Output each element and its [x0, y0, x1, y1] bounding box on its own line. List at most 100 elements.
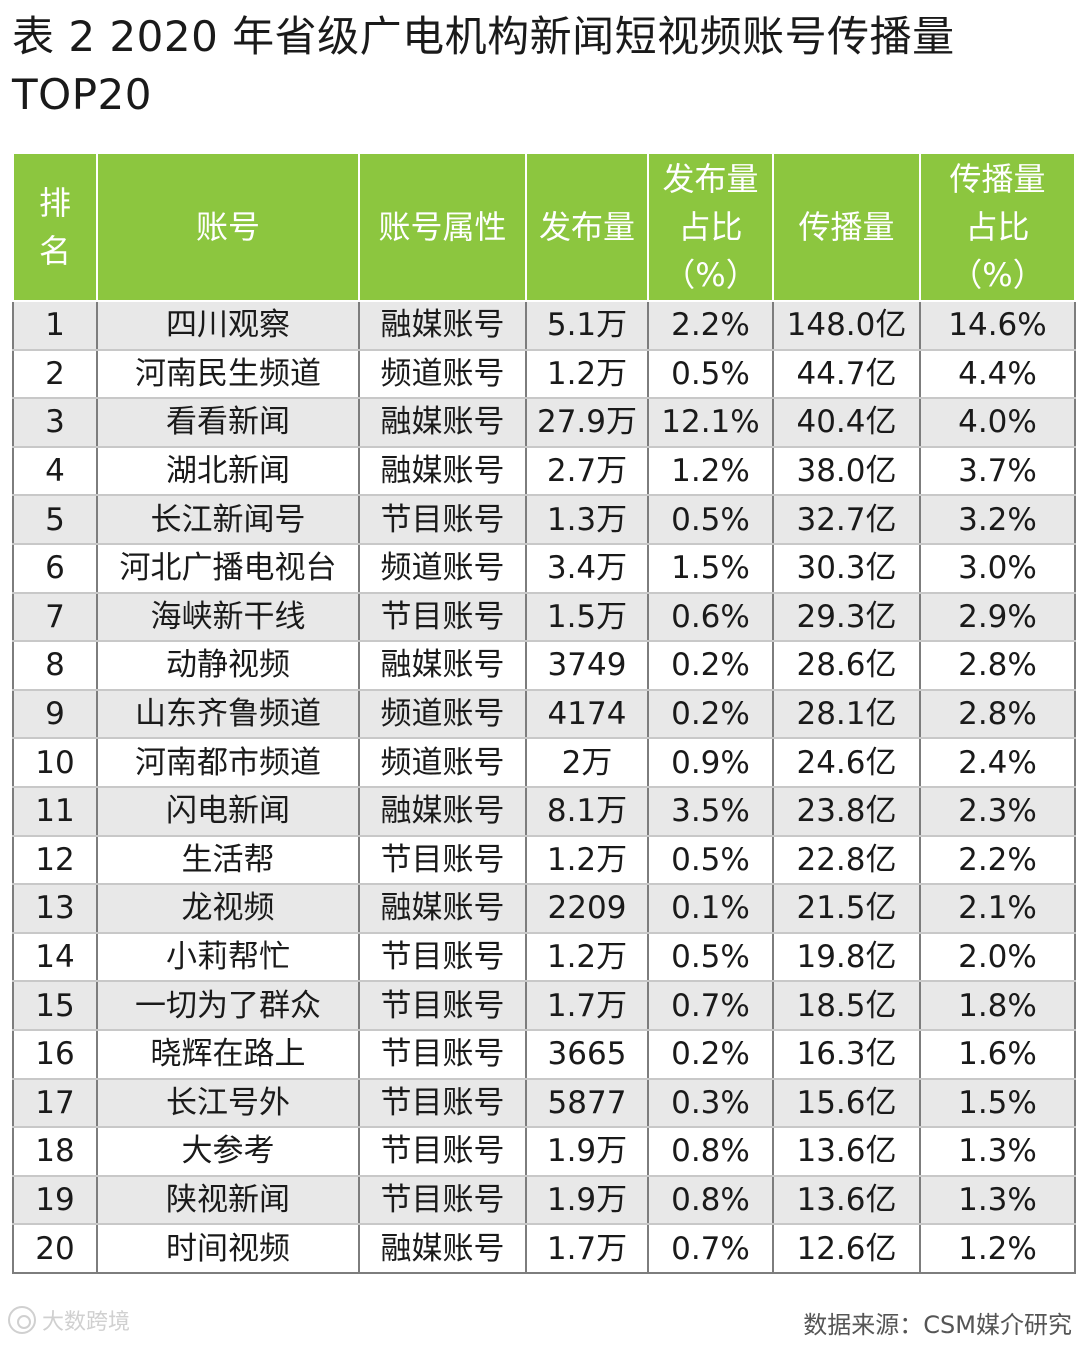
- posts-cell: 1.7万: [525, 981, 649, 1031]
- posts-share-cell: 0.5%: [647, 349, 774, 400]
- reach-share-cell: 2.8%: [919, 689, 1076, 740]
- posts-share-cell: 12.1%: [647, 398, 774, 448]
- posts-cell: 5.1万: [525, 301, 649, 351]
- rank-cell: 8: [12, 641, 98, 691]
- table-row: 13 龙视频 融媒账号 2209 0.1% 21.5亿 2.1%: [12, 884, 1076, 934]
- reach-cell: 28.6亿: [772, 641, 921, 691]
- account-cell: 生活帮: [96, 835, 360, 886]
- reach-share-cell: 14.6%: [919, 301, 1076, 351]
- reach-cell: 44.7亿: [772, 349, 921, 400]
- watermark-text: 大数跨境: [42, 1310, 131, 1335]
- reach-cell: 12.6亿: [772, 1224, 921, 1274]
- account-cell: 长江新闻号: [96, 495, 360, 545]
- posts-cell: 3.4万: [525, 543, 649, 594]
- posts-share-cell: 0.9%: [647, 738, 774, 788]
- account-cell: 小莉帮忙: [96, 932, 360, 983]
- table-row: 2 河南民生频道 频道账号 1.2万 0.5% 44.7亿 4.4%: [12, 349, 1076, 400]
- attribute-cell: 节目账号: [358, 932, 527, 983]
- account-cell: 长江号外: [96, 1078, 360, 1129]
- reach-cell: 19.8亿: [772, 932, 921, 983]
- posts-share-cell: 0.7%: [647, 981, 774, 1031]
- table-row: 4 湖北新闻 融媒账号 2.7万 1.2% 38.0亿 3.7%: [12, 446, 1076, 497]
- account-cell: 陕视新闻: [96, 1175, 360, 1226]
- reach-cell: 18.5亿: [772, 981, 921, 1031]
- attribute-cell: 节目账号: [358, 1127, 527, 1177]
- reach-cell: 28.1亿: [772, 689, 921, 740]
- table-row: 20 时间视频 融媒账号 1.7万 0.7% 12.6亿 1.2%: [12, 1224, 1076, 1274]
- posts-cell: 3749: [525, 641, 649, 691]
- reach-cell: 32.7亿: [772, 495, 921, 545]
- attribute-cell: 融媒账号: [358, 884, 527, 934]
- posts-cell: 27.9万: [525, 398, 649, 448]
- attribute-cell: 节目账号: [358, 495, 527, 545]
- posts-share-cell: 0.5%: [647, 495, 774, 545]
- rank-cell: 5: [12, 495, 98, 545]
- posts-share-cell: 3.5%: [647, 786, 774, 837]
- reach-share-cell: 1.3%: [919, 1127, 1076, 1177]
- attribute-cell: 节目账号: [358, 1029, 527, 1080]
- account-cell: 大参考: [96, 1127, 360, 1177]
- rank-cell: 7: [12, 592, 98, 643]
- account-cell: 河南民生频道: [96, 349, 360, 400]
- rank-cell: 19: [12, 1175, 98, 1226]
- account-cell: 龙视频: [96, 884, 360, 934]
- rank-cell: 1: [12, 301, 98, 351]
- posts-cell: 1.7万: [525, 1224, 649, 1274]
- reach-cell: 24.6亿: [772, 738, 921, 788]
- reach-cell: 15.6亿: [772, 1078, 921, 1129]
- posts-cell: 1.9万: [525, 1127, 649, 1177]
- attribute-cell: 节目账号: [358, 1175, 527, 1226]
- attribute-cell: 频道账号: [358, 543, 527, 594]
- attribute-cell: 频道账号: [358, 738, 527, 788]
- table-row: 16 晓辉在路上 节目账号 3665 0.2% 16.3亿 1.6%: [12, 1029, 1076, 1080]
- attribute-cell: 融媒账号: [358, 301, 527, 351]
- account-cell: 晓辉在路上: [96, 1029, 360, 1080]
- reach-share-cell: 2.1%: [919, 884, 1076, 934]
- reach-cell: 29.3亿: [772, 592, 921, 643]
- reach-share-cell: 1.3%: [919, 1175, 1076, 1226]
- attribute-cell: 融媒账号: [358, 641, 527, 691]
- table-row: 12 生活帮 节目账号 1.2万 0.5% 22.8亿 2.2%: [12, 835, 1076, 886]
- reach-cell: 13.6亿: [772, 1127, 921, 1177]
- account-cell: 闪电新闻: [96, 786, 360, 837]
- header-account: 账号: [96, 152, 360, 302]
- reach-share-cell: 1.6%: [919, 1029, 1076, 1080]
- header-rank: 排名: [12, 152, 98, 302]
- posts-share-cell: 0.5%: [647, 932, 774, 983]
- table-row: 9 山东齐鲁频道 频道账号 4174 0.2% 28.1亿 2.8%: [12, 689, 1076, 740]
- posts-cell: 1.2万: [525, 835, 649, 886]
- rank-cell: 20: [12, 1224, 98, 1274]
- reach-share-cell: 4.4%: [919, 349, 1076, 400]
- rank-cell: 15: [12, 981, 98, 1031]
- posts-share-cell: 0.8%: [647, 1127, 774, 1177]
- reach-cell: 22.8亿: [772, 835, 921, 886]
- posts-share-cell: 0.1%: [647, 884, 774, 934]
- attribute-cell: 融媒账号: [358, 398, 527, 448]
- attribute-cell: 节目账号: [358, 835, 527, 886]
- attribute-cell: 融媒账号: [358, 446, 527, 497]
- data-source-note: 数据来源：CSM媒介研究: [803, 1311, 1072, 1339]
- reach-cell: 40.4亿: [772, 398, 921, 448]
- rank-cell: 14: [12, 932, 98, 983]
- reach-share-cell: 2.2%: [919, 835, 1076, 886]
- table-row: 17 长江号外 节目账号 5877 0.3% 15.6亿 1.5%: [12, 1078, 1076, 1129]
- ranking-table: 排名 账号 账号属性 发布量 发布量占比（%） 传播量 传播量占比（%） 1 四川…: [12, 152, 1076, 1274]
- rank-cell: 2: [12, 349, 98, 400]
- reach-cell: 148.0亿: [772, 301, 921, 351]
- header-posts: 发布量: [525, 152, 649, 302]
- posts-share-cell: 0.2%: [647, 689, 774, 740]
- rank-cell: 10: [12, 738, 98, 788]
- table-row: 8 动静视频 融媒账号 3749 0.2% 28.6亿 2.8%: [12, 641, 1076, 691]
- posts-cell: 3665: [525, 1029, 649, 1080]
- header-posts-share: 发布量占比（%）: [647, 152, 774, 302]
- table-row: 3 看看新闻 融媒账号 27.9万 12.1% 40.4亿 4.0%: [12, 398, 1076, 448]
- rank-cell: 3: [12, 398, 98, 448]
- watermark-logo-icon: [8, 1306, 36, 1334]
- table-row: 5 长江新闻号 节目账号 1.3万 0.5% 32.7亿 3.2%: [12, 495, 1076, 545]
- posts-cell: 8.1万: [525, 786, 649, 837]
- watermark: 大数跨境: [8, 1304, 130, 1336]
- account-cell: 海峡新干线: [96, 592, 360, 643]
- reach-cell: 38.0亿: [772, 446, 921, 497]
- table-row: 1 四川观察 融媒账号 5.1万 2.2% 148.0亿 14.6%: [12, 301, 1076, 351]
- reach-cell: 23.8亿: [772, 786, 921, 837]
